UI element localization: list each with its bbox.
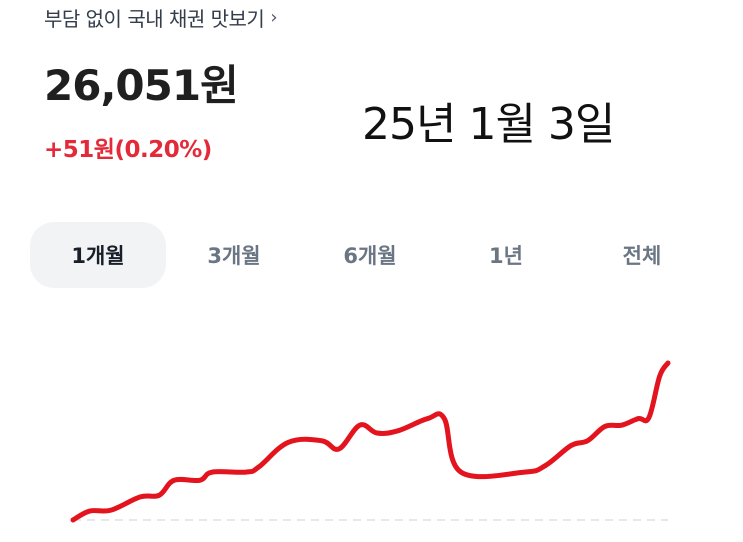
date-annotation: 25년 1월 3일	[362, 99, 615, 150]
period-tabs: 1개월 3개월 6개월 1년 전체	[30, 222, 710, 288]
price-chart[interactable]	[0, 330, 743, 542]
price-line	[70, 360, 671, 523]
tab-1-month[interactable]: 1개월	[30, 222, 166, 288]
fund-title-link[interactable]: 부담 없이 국내 채권 맛보기 ›	[44, 3, 278, 32]
tab-6-months[interactable]: 6개월	[343, 244, 397, 268]
chevron-right-icon: ›	[270, 7, 278, 28]
tab-3-months[interactable]: 3개월	[207, 244, 261, 268]
price-change: +51원(0.20%)	[44, 137, 212, 163]
fund-title: 부담 없이 국내 채권 맛보기	[44, 7, 265, 31]
current-price: 26,051원	[44, 61, 239, 110]
tab-1-year[interactable]: 1년	[489, 244, 523, 268]
tab-all[interactable]: 전체	[622, 244, 662, 268]
